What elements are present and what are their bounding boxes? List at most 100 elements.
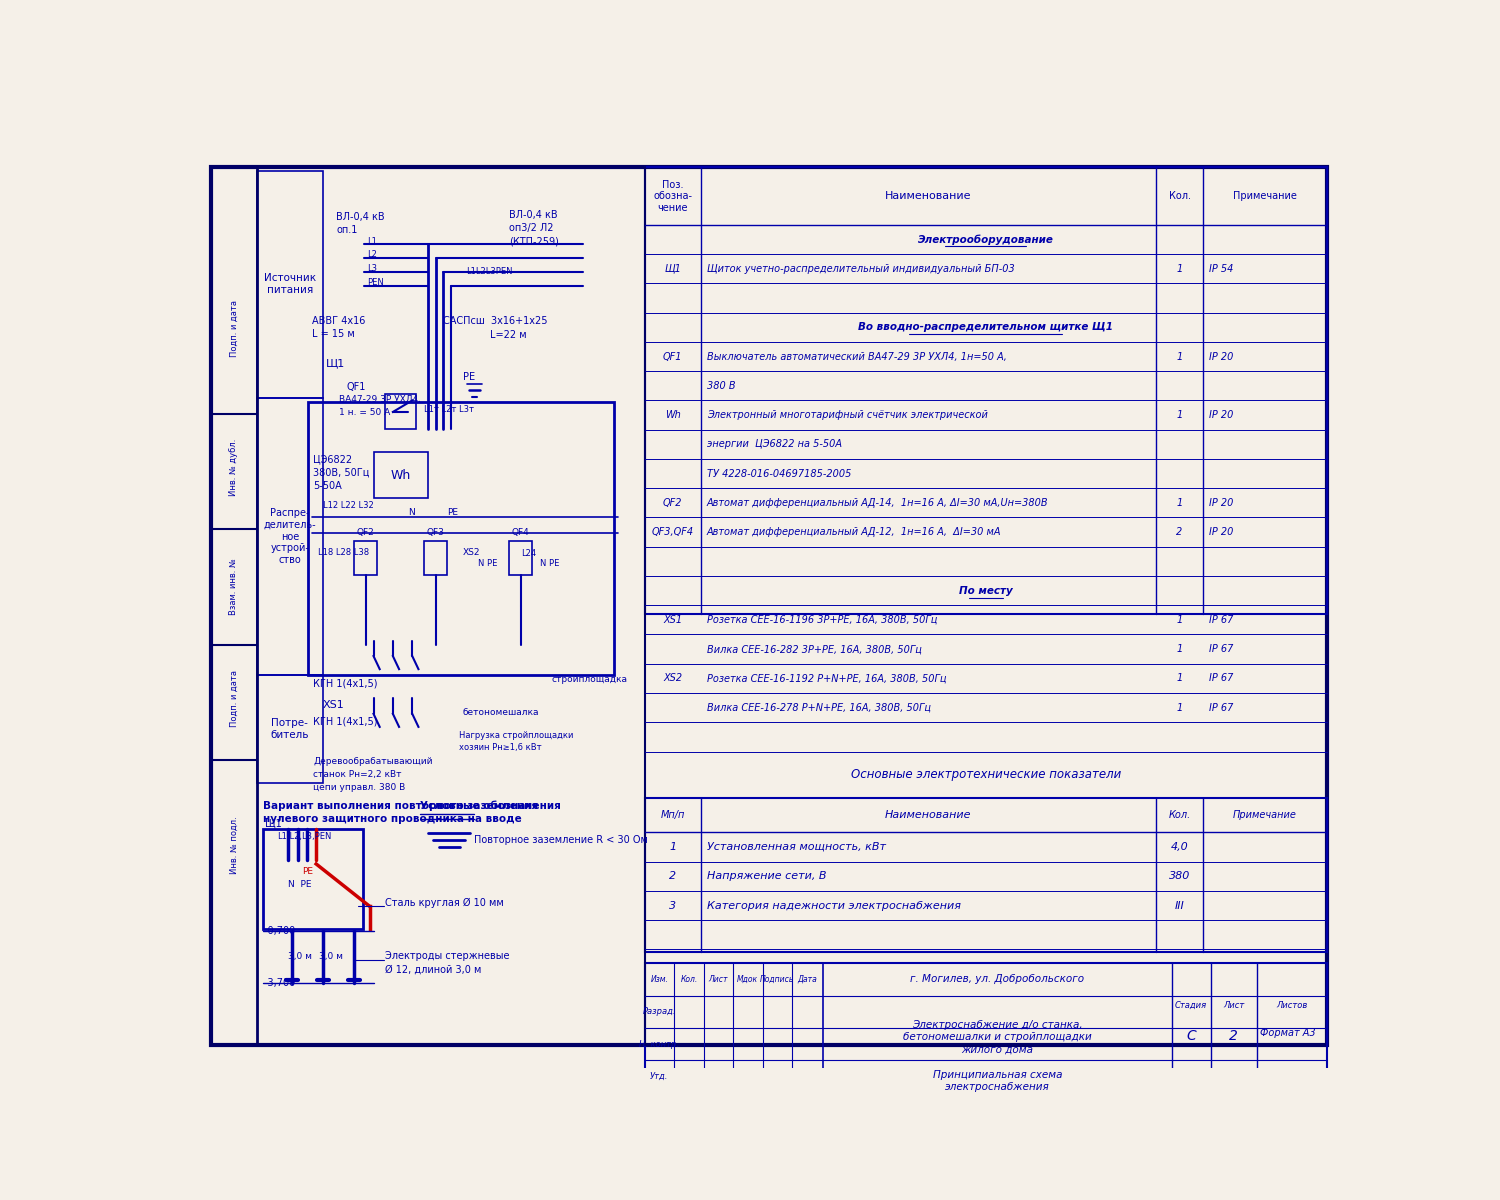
Text: 2: 2 [669, 871, 676, 881]
Text: Стадия: Стадия [1174, 1001, 1208, 1010]
Text: IP 67: IP 67 [1209, 703, 1233, 713]
Text: XS2: XS2 [462, 547, 480, 557]
Text: Источник
питания: Источник питания [264, 274, 316, 295]
Text: Дата: Дата [796, 974, 816, 984]
Text: 1: 1 [1176, 410, 1182, 420]
Text: Взам. инв. №: Взам. инв. № [230, 558, 238, 616]
Text: оп3/2 Л2: оп3/2 Л2 [509, 223, 554, 233]
Text: IP 20: IP 20 [1209, 352, 1233, 361]
Text: хозяин Рн≥1,6 кВт: хозяин Рн≥1,6 кВт [459, 743, 542, 752]
Text: 380В, 50Гц: 380В, 50Гц [314, 468, 369, 478]
Text: 380 В: 380 В [706, 380, 735, 391]
Text: Разрад.: Разрад. [642, 1007, 676, 1016]
Text: ВЛ-0,4 кВ: ВЛ-0,4 кВ [336, 212, 386, 222]
Text: Инв. № подл.: Инв. № подл. [230, 816, 238, 874]
Text: Электроды стержневые: Электроды стержневые [386, 952, 510, 961]
Text: L12 L22 L32: L12 L22 L32 [322, 502, 374, 510]
Text: N  PE: N PE [288, 881, 312, 889]
Text: III: III [1174, 900, 1185, 911]
Text: Распре-
делитель-
ное
устрой-
ство: Распре- делитель- ное устрой- ство [264, 509, 316, 565]
Text: 1: 1 [1176, 673, 1182, 683]
Text: Наименование: Наименование [885, 810, 972, 820]
Text: КГН 1(4х1,5): КГН 1(4х1,5) [314, 716, 378, 726]
Text: Электроснабжение д/о станка,: Электроснабжение д/о станка, [912, 1020, 1083, 1030]
Text: 1: 1 [669, 842, 676, 852]
Text: нулевого защитного проводника на вводе: нулевого защитного проводника на вводе [262, 815, 522, 824]
Text: Наименование: Наименование [885, 191, 972, 202]
Text: 1: 1 [1176, 498, 1182, 508]
Text: XS2: XS2 [663, 673, 682, 683]
Text: QF3,QF4: QF3,QF4 [651, 527, 693, 538]
Text: Кол.: Кол. [681, 974, 698, 984]
Bar [424, 540, 447, 575]
Text: 2: 2 [1230, 1030, 1238, 1044]
Text: Мдок: Мдок [738, 974, 759, 984]
Bar [509, 540, 532, 575]
Text: Примечание: Примечание [1233, 191, 1296, 202]
Text: L2: L2 [368, 251, 376, 259]
Bar [354, 540, 378, 575]
Text: Подпись: Подпись [760, 974, 795, 984]
Text: L1т L2т L3т: L1т L2т L3т [424, 406, 474, 414]
Bar [645, 167, 1326, 613]
Text: ТУ 4228-016-04697185-2005: ТУ 4228-016-04697185-2005 [706, 468, 850, 479]
Text: 1: 1 [1176, 264, 1182, 274]
Text: Кол.: Кол. [1168, 810, 1191, 820]
Text: Ø 12, длиной 3,0 м: Ø 12, длиной 3,0 м [386, 965, 482, 974]
Text: Утд.: Утд. [651, 1072, 669, 1081]
Text: Примечание: Примечание [1233, 810, 1296, 820]
Text: 1 н. = 50 А: 1 н. = 50 А [339, 408, 390, 418]
Bar [645, 964, 1326, 1098]
Text: 1: 1 [1176, 703, 1182, 713]
Text: Лист: Лист [708, 974, 728, 984]
Text: -3,700: -3,700 [264, 978, 296, 989]
Text: QF1: QF1 [663, 352, 682, 361]
Bar [262, 829, 363, 929]
Text: Вариант выполнения повторного заземления: Вариант выполнения повторного заземления [262, 802, 538, 811]
Text: КГН 1(4х1,5): КГН 1(4х1,5) [314, 678, 378, 688]
Bar [258, 170, 322, 398]
Text: 3,0 м: 3,0 м [288, 952, 312, 961]
Text: ВА47-29 3Р УХЛ4,: ВА47-29 3Р УХЛ4, [339, 395, 420, 404]
Text: Принципиальная схема: Принципиальная схема [933, 1070, 1062, 1080]
Text: Формат А3: Формат А3 [1260, 1028, 1316, 1038]
Text: IP 20: IP 20 [1209, 527, 1233, 538]
Text: L3: L3 [368, 264, 378, 274]
Text: Электрооборудование: Электрооборудование [918, 234, 1053, 245]
Text: QF2: QF2 [663, 498, 682, 508]
Text: цепи управл. 380 В: цепи управл. 380 В [314, 784, 405, 792]
Bar [645, 798, 1326, 952]
Text: PE: PE [462, 372, 474, 382]
Bar [308, 402, 614, 676]
Text: IP 67: IP 67 [1209, 673, 1233, 683]
Text: ЦЭ6822: ЦЭ6822 [314, 455, 352, 464]
Text: электроснабжения: электроснабжения [945, 1082, 1050, 1092]
Text: 1: 1 [1176, 644, 1182, 654]
Text: По месту: По месту [958, 586, 1012, 595]
Text: PE: PE [302, 868, 313, 876]
Text: Категория надежности электроснабжения: Категория надежности электроснабжения [706, 900, 960, 911]
Text: XS1: XS1 [663, 614, 682, 625]
Text: IP 54: IP 54 [1209, 264, 1233, 274]
Text: QF1: QF1 [346, 382, 366, 391]
Text: Установленная мощность, кВт: Установленная мощность, кВт [706, 842, 885, 852]
Text: ВЛ-0,4 кВ: ВЛ-0,4 кВ [509, 210, 558, 220]
Text: Вилка СЕЕ-16-278 Р+N+РЕ, 16А, 380В, 50Гц: Вилка СЕЕ-16-278 Р+N+РЕ, 16А, 380В, 50Гц [706, 703, 930, 713]
Text: Автомат дифференциальный АД-14,  1н=16 А, ΔI=30 мА,Uн=380В: Автомат дифференциальный АД-14, 1н=16 А,… [706, 498, 1048, 508]
Text: Инв. № дубл.: Инв. № дубл. [230, 439, 238, 496]
Text: Деревообрабатывающий: Деревообрабатывающий [314, 757, 432, 766]
Bar [386, 395, 416, 428]
Text: оп.1: оп.1 [336, 226, 357, 235]
Text: Условные обозначения: Условные обозначения [420, 802, 561, 811]
Text: Розетка СЕЕ-16-1196 3Р+РЕ, 16А, 380В, 50Гц: Розетка СЕЕ-16-1196 3Р+РЕ, 16А, 380В, 50… [706, 614, 938, 625]
Text: L24: L24 [520, 550, 536, 558]
Text: IP 67: IP 67 [1209, 644, 1233, 654]
Text: L1: L1 [368, 236, 376, 246]
Text: IP 67: IP 67 [1209, 614, 1233, 625]
Text: C: C [1186, 1030, 1196, 1044]
Text: энергии  ЦЭ6822 на 5-50А: энергии ЦЭ6822 на 5-50А [706, 439, 842, 449]
Text: Кол.: Кол. [1168, 191, 1191, 202]
Text: L1,L2,L3,PEN: L1,L2,L3,PEN [276, 833, 332, 841]
Bar [374, 452, 427, 498]
Text: Розетка СЕЕ-16-1192 Р+N+РЕ, 16А, 380В, 50Гц: Розетка СЕЕ-16-1192 Р+N+РЕ, 16А, 380В, 5… [706, 673, 946, 683]
